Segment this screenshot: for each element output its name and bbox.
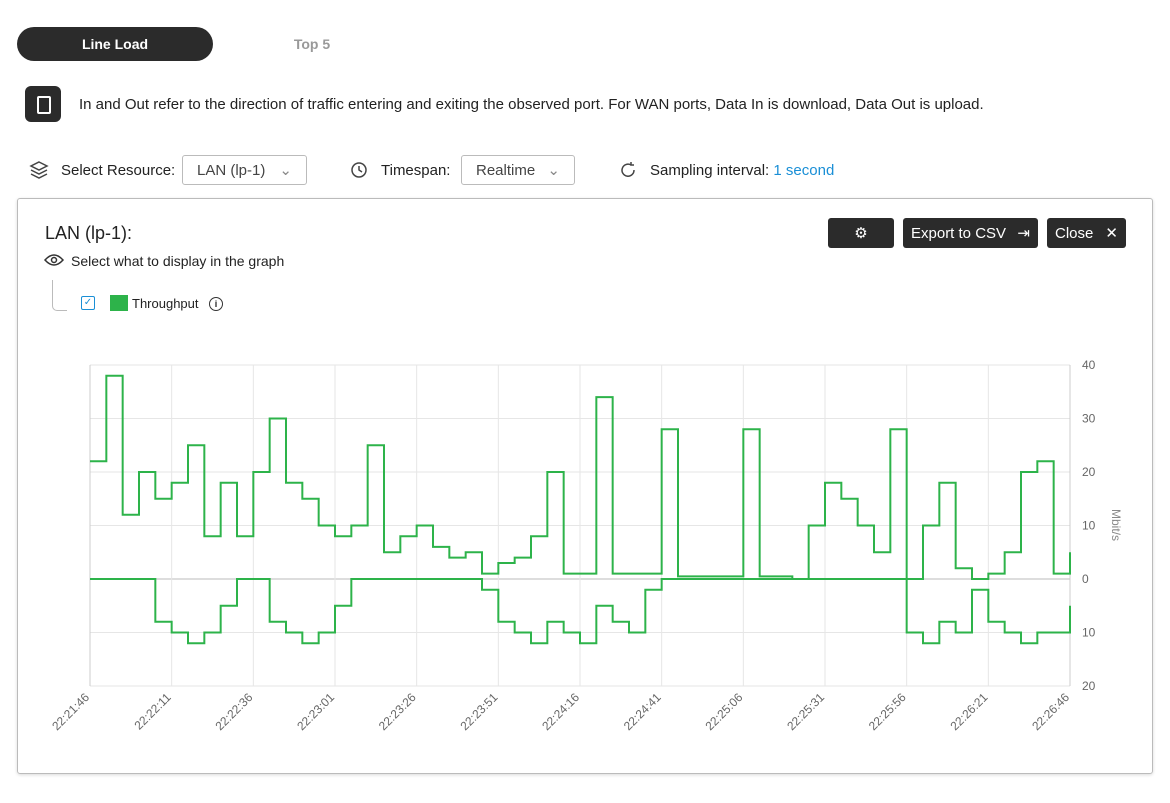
tab[interactable]: Line Load <box>17 27 213 61</box>
x-tick-label: 22:23:51 <box>458 690 501 733</box>
throughput-line <box>90 374 1071 580</box>
label: Select Resource: <box>61 162 176 179</box>
layers-icon <box>29 161 49 179</box>
checkbox[interactable]: ✓ <box>81 296 95 310</box>
x-tick-label: 22:24:16 <box>539 690 582 733</box>
refresh-icon <box>621 162 635 177</box>
y-tick-label: 0 <box>1082 572 1089 586</box>
panel-title: LAN (lp-1): <box>45 223 133 243</box>
eye-icon <box>44 254 64 266</box>
resource-select[interactable]: LAN (lp-1) ⌄ <box>182 155 307 185</box>
export-button[interactable]: Export to CSV ⇥ <box>903 218 1038 248</box>
x-tick-label: 22:21:46 <box>49 690 92 733</box>
x-tick-label: 22:23:01 <box>294 690 337 733</box>
legend-swatch <box>110 295 128 311</box>
value: Realtime <box>476 161 536 179</box>
value: 1 second <box>773 162 835 179</box>
clock-icon <box>351 162 367 178</box>
panel <box>17 198 1153 774</box>
x-tick-label: 22:25:06 <box>703 690 746 733</box>
label: Close <box>1055 224 1094 242</box>
label: Timespan: <box>381 162 451 179</box>
y-tick-label: 20 <box>1082 679 1096 693</box>
x-tick-label: 22:22:36 <box>213 690 256 733</box>
tab[interactable]: Top 5 <box>293 36 331 52</box>
y-tick-label: 40 <box>1082 358 1096 372</box>
timespan-select[interactable]: Realtime ⌄ <box>461 155 575 185</box>
y-tick-label: 30 <box>1082 412 1096 426</box>
throughput-line <box>90 578 1071 645</box>
x-tick-label: 22:25:56 <box>866 690 909 733</box>
label: Select what to display in the graph <box>71 253 285 269</box>
x-tick-label: 22:23:26 <box>376 690 419 733</box>
x-tick-label: 22:25:31 <box>784 690 827 733</box>
y-tick-label: 20 <box>1082 465 1096 479</box>
info-icon <box>25 86 61 122</box>
x-tick-label: 22:26:46 <box>1029 690 1072 733</box>
label: Export to CSV <box>911 224 1007 242</box>
legend-label: Throughput <box>132 296 199 311</box>
close-button[interactable]: Close ✕ <box>1047 218 1126 248</box>
y-tick-label: 10 <box>1082 626 1096 640</box>
value: LAN (lp-1) <box>197 161 266 179</box>
y-axis-label: Mbit/s <box>1109 509 1123 541</box>
label: Sampling interval: <box>650 162 770 179</box>
x-tick-label: 22:26:21 <box>948 690 991 733</box>
settings-button[interactable]: ⚙ <box>828 218 894 248</box>
x-tick-label: 22:22:11 <box>131 690 174 733</box>
info-text: In and Out refer to the direction of tra… <box>79 96 984 113</box>
info-icon[interactable]: i <box>209 297 223 311</box>
y-tick-label: 10 <box>1082 519 1096 533</box>
x-tick-label: 22:24:41 <box>621 690 664 733</box>
label: Sampling interval: 1 second <box>650 162 834 179</box>
tree-line <box>52 280 67 311</box>
